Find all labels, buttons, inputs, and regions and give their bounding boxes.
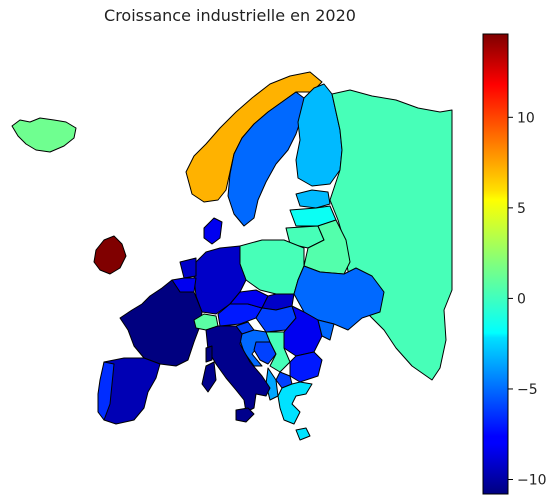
colorbar-tick-label: −10 xyxy=(517,473,547,489)
colorbar-ticks: 10 5 0 −5 −10 xyxy=(508,110,547,489)
region-russia xyxy=(329,89,453,381)
map-title: Croissance industrielle en 2020 xyxy=(104,6,356,25)
region-sweden xyxy=(227,91,305,227)
region-denmark xyxy=(203,217,223,245)
region-corsica xyxy=(205,345,213,363)
region-sicily xyxy=(235,407,255,423)
region-albania xyxy=(265,367,279,401)
europe-map xyxy=(11,71,453,441)
region-sardinia xyxy=(201,361,217,393)
region-estonia xyxy=(295,189,331,209)
region-ireland xyxy=(93,235,127,275)
colorbar-gradient xyxy=(482,33,509,495)
region-greece xyxy=(277,381,313,425)
colorbar-tick-label: −5 xyxy=(517,382,538,398)
region-portugal xyxy=(97,361,115,421)
region-iceland xyxy=(11,117,77,153)
colorbar-tick-label: 0 xyxy=(517,291,526,307)
region-cyprus xyxy=(295,427,311,441)
region-netherlands xyxy=(179,257,197,279)
colorbar-tick-label: 10 xyxy=(517,110,535,126)
region-moldova xyxy=(317,319,335,341)
region-france xyxy=(119,279,203,367)
region-italy xyxy=(205,325,271,413)
region-bulgaria xyxy=(289,351,323,383)
colorbar-tick-label: 5 xyxy=(517,201,526,217)
